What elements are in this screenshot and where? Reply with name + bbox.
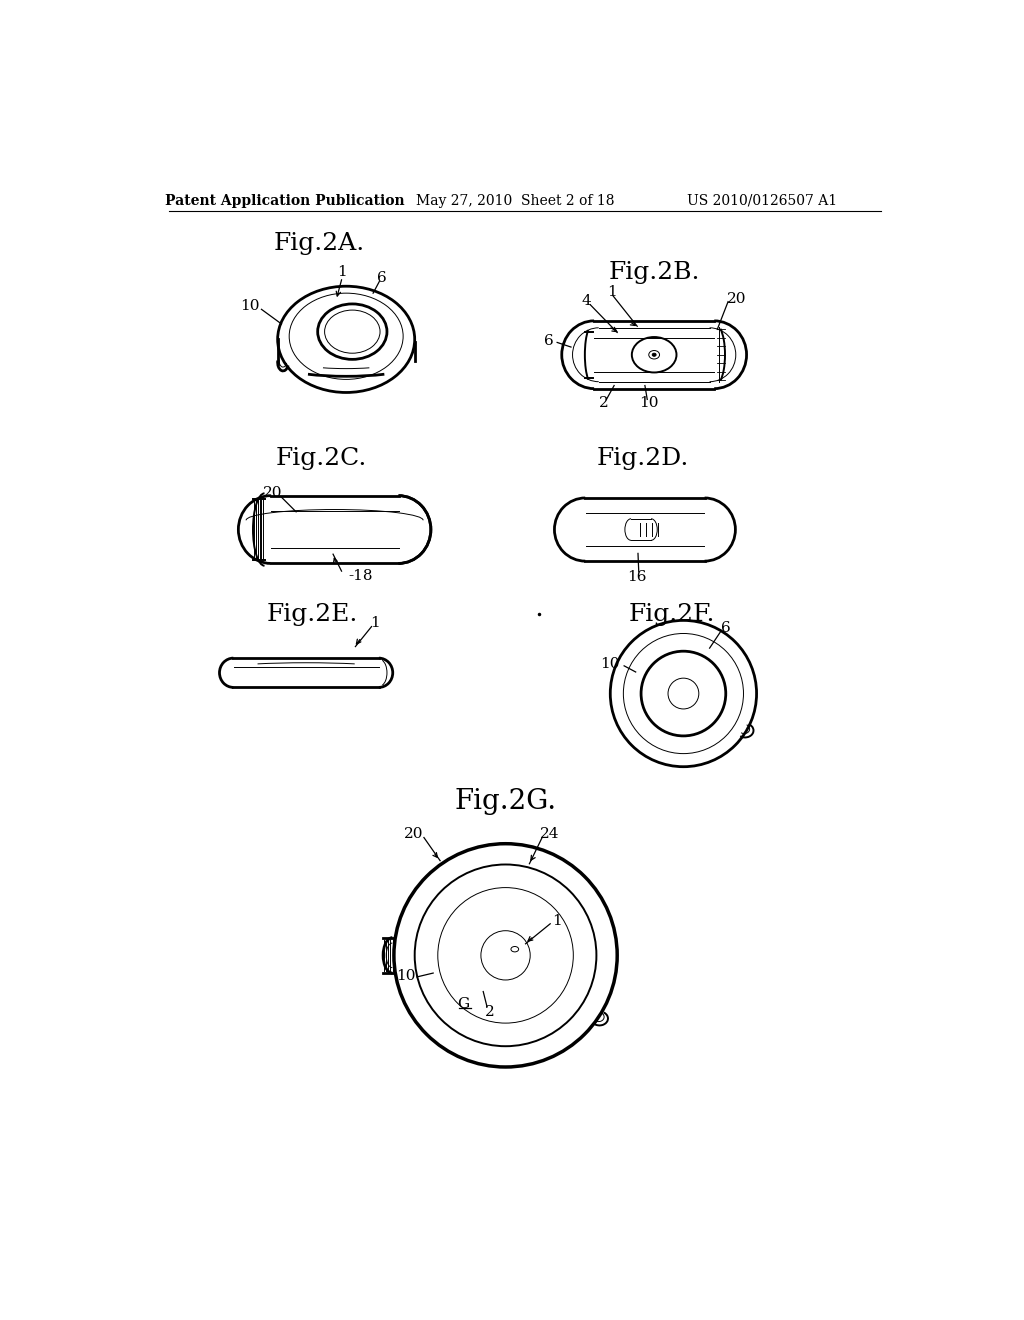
Text: US 2010/0126507 A1: US 2010/0126507 A1 xyxy=(687,194,837,207)
Text: Fig.2A.: Fig.2A. xyxy=(273,231,365,255)
Text: May 27, 2010  Sheet 2 of 18: May 27, 2010 Sheet 2 of 18 xyxy=(417,194,614,207)
Text: G: G xyxy=(457,997,469,1011)
Text: 6: 6 xyxy=(544,334,554,348)
Text: 1: 1 xyxy=(338,265,347,280)
Text: 24: 24 xyxy=(540,828,559,841)
Text: 10: 10 xyxy=(396,969,416,983)
Text: 20: 20 xyxy=(404,826,424,841)
Text: 1: 1 xyxy=(371,616,380,631)
Text: 1: 1 xyxy=(607,285,616,300)
Text: 20: 20 xyxy=(263,486,283,500)
Text: Fig.2D.: Fig.2D. xyxy=(596,447,689,470)
Text: 6: 6 xyxy=(378,271,387,285)
Text: Fig.2E.: Fig.2E. xyxy=(266,603,358,626)
Text: 10: 10 xyxy=(241,300,260,313)
Text: Fig.2C.: Fig.2C. xyxy=(275,447,368,470)
Text: -18: -18 xyxy=(348,569,373,582)
Text: 2: 2 xyxy=(484,1005,495,1019)
Text: 4: 4 xyxy=(582,294,591,308)
Text: Fig.2B.: Fig.2B. xyxy=(608,261,700,284)
Text: 10: 10 xyxy=(639,396,658,411)
Text: 20: 20 xyxy=(727,292,746,305)
Ellipse shape xyxy=(652,354,656,356)
Text: Fig.2F.: Fig.2F. xyxy=(629,603,715,626)
Text: 6: 6 xyxy=(721,622,731,635)
Text: 2: 2 xyxy=(599,396,609,411)
Text: 10: 10 xyxy=(600,657,620,672)
Text: 16: 16 xyxy=(628,569,647,583)
Text: 1: 1 xyxy=(552,913,562,928)
Text: Fig.2G.: Fig.2G. xyxy=(455,788,557,814)
Text: Patent Application Publication: Patent Application Publication xyxy=(165,194,404,207)
